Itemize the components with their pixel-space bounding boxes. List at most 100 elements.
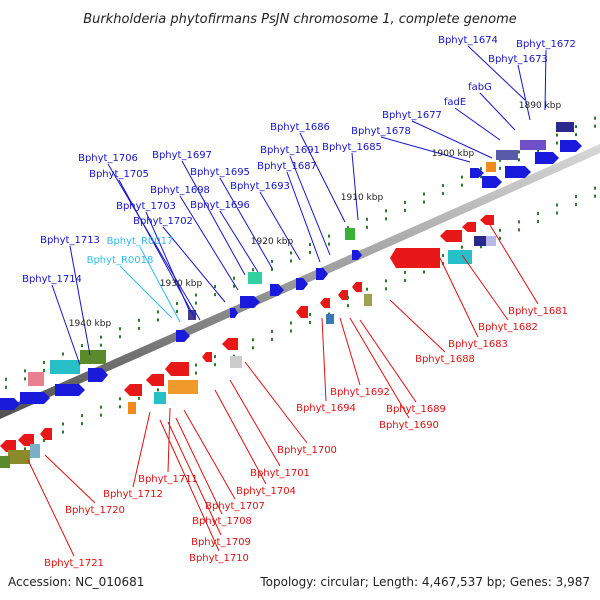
- gene-feature: [0, 398, 20, 410]
- tick-mark: [271, 329, 273, 333]
- gene-label-plus: Bphyt_1703: [116, 201, 176, 212]
- tick-mark: [556, 211, 558, 215]
- gene-feature: [352, 250, 362, 260]
- gene-label-minus: Bphyt_1710: [189, 553, 249, 564]
- tick-mark: [480, 167, 482, 171]
- gene-feature: [390, 248, 440, 268]
- gene-feature: [55, 384, 85, 396]
- kbp-label: 1910 kbp: [341, 193, 384, 203]
- leader-line: [139, 246, 181, 323]
- gene-feature: [128, 402, 136, 414]
- tick-mark: [252, 338, 254, 342]
- gene-label-plus: Bphyt_1672: [516, 39, 576, 50]
- tick-mark: [290, 329, 292, 333]
- gene-feature: [50, 360, 80, 374]
- gene-feature: [8, 450, 30, 464]
- tick-mark: [100, 343, 102, 347]
- gene-feature: [18, 434, 34, 446]
- tick-mark: [119, 327, 121, 331]
- gene-label-minus: Bphyt_1712: [103, 489, 163, 500]
- tick-mark: [100, 413, 102, 417]
- feature-blocks: [0, 122, 582, 468]
- tick-mark: [290, 259, 292, 263]
- tick-mark: [195, 301, 197, 305]
- gene-label-plus: Bphyt_1714: [22, 274, 82, 285]
- tick-mark: [423, 200, 425, 204]
- tick-mark: [499, 158, 501, 162]
- gene-label-minus: Bphyt_1708: [192, 516, 252, 527]
- tick-mark: [290, 251, 292, 255]
- leader-line: [479, 92, 516, 131]
- tick-mark: [442, 192, 444, 196]
- gene-label-minus: Bphyt_1689: [386, 404, 446, 415]
- gene-label-minus: Bphyt_1707: [205, 501, 265, 512]
- tick-mark: [328, 242, 330, 246]
- gene-label-minus: Bphyt_1692: [330, 387, 390, 398]
- tick-mark: [252, 268, 254, 272]
- tick-mark: [575, 195, 577, 199]
- tick-mark: [423, 192, 425, 196]
- leader-line: [181, 160, 246, 276]
- gene-feature: [448, 250, 472, 264]
- gene-feature: [40, 428, 52, 440]
- kbp-labels: 1890 kbp 1900 kbp 1910 kbp 1920 kbp 1930 kbp…: [69, 101, 562, 329]
- leader-line: [411, 120, 493, 159]
- gene-feature: [0, 456, 10, 468]
- tick-mark: [138, 318, 140, 322]
- gene-label-minus: Bphyt_1690: [379, 420, 439, 431]
- tick-mark: [404, 200, 406, 204]
- leader-line: [145, 211, 191, 313]
- tick-mark: [594, 124, 596, 128]
- tick-mark: [404, 270, 406, 274]
- tick-mark: [176, 309, 178, 313]
- leader-line: [359, 319, 417, 403]
- leader-line: [517, 64, 531, 121]
- tick-mark: [214, 285, 216, 289]
- gene-feature: [440, 230, 462, 242]
- leader-line: [461, 254, 509, 321]
- tick-mark: [100, 405, 102, 409]
- leader-line: [175, 417, 223, 515]
- gene-label-plus: Bphyt_1693: [230, 181, 290, 192]
- leader-line: [244, 361, 308, 444]
- leader-line: [299, 132, 346, 223]
- gene-feature: [486, 162, 496, 172]
- tick-mark: [442, 254, 444, 258]
- tick-mark: [271, 259, 273, 263]
- tick-mark: [176, 301, 178, 305]
- gene-label-minus: Bphyt_1694: [296, 403, 356, 414]
- leader-line: [159, 419, 220, 552]
- tick-mark: [119, 397, 121, 401]
- gene-label-plus: fadE: [444, 97, 466, 108]
- gene-label-plus: Bphyt_1702: [133, 216, 193, 227]
- leader-line: [454, 107, 501, 141]
- tick-mark: [366, 287, 368, 291]
- gene-feature: [88, 368, 108, 382]
- gene-feature: [240, 296, 260, 308]
- gene-feature: [270, 284, 284, 296]
- gene-feature: [326, 314, 334, 324]
- gene-feature: [230, 356, 242, 368]
- gene-label-plus: Bphyt_1685: [322, 142, 382, 153]
- gene-feature: [20, 392, 50, 404]
- tick-mark: [575, 203, 577, 207]
- gene-label-minus: Bphyt_1681: [508, 306, 568, 317]
- gene-feature: [560, 140, 582, 152]
- gene-feature: [482, 176, 502, 188]
- tick-mark: [404, 208, 406, 212]
- tick-mark: [309, 321, 311, 325]
- tick-mark: [43, 438, 45, 442]
- tick-mark: [119, 405, 121, 409]
- gene-label-plus: Bphyt_1713: [40, 235, 100, 246]
- leader-line: [167, 421, 222, 536]
- tick-mark: [480, 175, 482, 179]
- gene-label-plus: Bphyt_1677: [382, 110, 442, 121]
- tick-mark: [385, 279, 387, 283]
- gene-feature: [154, 392, 166, 404]
- tick-mark: [290, 321, 292, 325]
- gene-feature: [474, 236, 488, 246]
- gene-feature: [320, 298, 330, 308]
- gene-feature: [470, 168, 484, 178]
- tick-mark: [309, 243, 311, 247]
- gene-feature: [364, 294, 372, 306]
